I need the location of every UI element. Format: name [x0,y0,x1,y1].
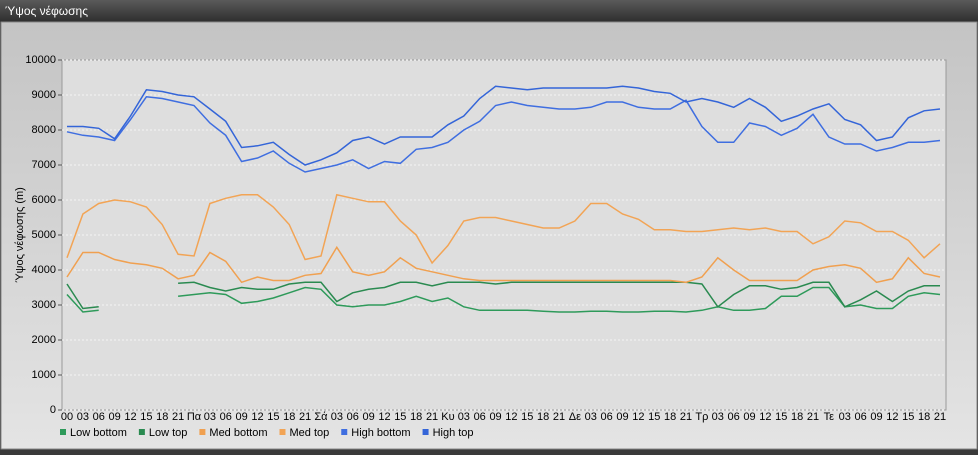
legend-label: Med bottom [209,427,267,439]
y-tick-label: 8000 [32,124,56,136]
x-tick-label: Σά [314,411,328,423]
x-tick-label: 12 [886,411,898,423]
series-line [66,96,941,173]
legend-swatch [279,429,286,435]
series-line [66,281,940,310]
series-line [66,245,941,284]
legend-label: Med top [290,427,330,439]
x-tick-label: 03 [204,411,216,423]
y-tick-label: 9000 [32,89,56,101]
x-tick-label: 21 [934,411,946,423]
legend-swatch [60,429,66,435]
x-tick-label: 12 [251,411,263,423]
x-tick-label: 06 [220,411,232,423]
y-tick-label: 6000 [32,194,56,206]
y-tick-label: 5000 [32,229,56,241]
legend-swatch [422,429,429,435]
legend-swatch [138,429,145,435]
x-tick-label: 21 [172,411,184,423]
legend-label: Low bottom [70,427,127,439]
series-line [67,85,941,166]
x-tick-label: 09 [489,411,501,423]
x-tick-label: 21 [807,411,819,423]
x-tick-label: 18 [283,411,295,423]
x-tick-label: 21 [553,411,565,423]
y-axis-label: Ύψος νέφωσης (m) [14,187,26,283]
x-tick-label: 09 [743,411,755,423]
x-tick-label: Κυ [441,411,454,423]
series-line [66,193,941,265]
series-line [66,286,941,313]
x-tick-label: 09 [108,411,120,423]
x-tick-label: 03 [712,411,724,423]
x-tick-label: 03 [585,411,597,423]
x-tick-label: 15 [775,411,787,423]
x-tick-label: 06 [93,411,105,423]
x-tick-label: 12 [378,411,390,423]
x-tick-label: 09 [235,411,247,423]
x-tick-label: 06 [855,411,867,423]
x-tick-label: 18 [156,411,168,423]
x-tick-label: Τρ [695,411,708,423]
x-tick-label: Τε [824,411,835,423]
legend-swatch [199,429,206,435]
x-tick-label: 18 [537,411,549,423]
x-tick-label: 09 [870,411,882,423]
x-tick-label: 09 [616,411,628,423]
chart-title: Ύψος νέφωσης [5,4,88,18]
x-tick-label: 06 [474,411,486,423]
x-tick-label: 03 [77,411,89,423]
x-tick-label: 15 [267,411,279,423]
legend-label: Low top [149,427,188,439]
x-tick-label: 18 [664,411,676,423]
legend-swatch [341,429,348,435]
title-bar [0,0,978,22]
x-tick-label: Δε [569,411,581,423]
x-tick-label: 03 [839,411,851,423]
x-tick-label: 06 [347,411,359,423]
x-tick-label: 12 [759,411,771,423]
x-tick-label: 21 [299,411,311,423]
x-tick-label: 12 [124,411,136,423]
x-tick-label: 21 [426,411,438,423]
x-tick-label: 15 [648,411,660,423]
x-tick-label: 15 [140,411,152,423]
x-tick-label: 15 [902,411,914,423]
x-tick-label: 09 [362,411,374,423]
x-tick-label: 03 [458,411,470,423]
x-tick-label: 18 [791,411,803,423]
y-tick-label: 1000 [32,369,56,381]
y-tick-label: 4000 [32,264,56,276]
x-tick-label: 03 [331,411,343,423]
x-tick-label: 21 [680,411,692,423]
x-tick-label: 12 [505,411,517,423]
legend-label: High top [433,427,474,439]
x-tick-label: 00 [61,411,73,423]
y-tick-label: 2000 [32,334,56,346]
x-tick-label: 12 [632,411,644,423]
x-tick-label: Πα [187,411,202,423]
y-tick-label: 7000 [32,159,56,171]
x-tick-label: 18 [410,411,422,423]
x-tick-label: 15 [394,411,406,423]
x-tick-label: 06 [728,411,740,423]
x-tick-label: 18 [918,411,930,423]
x-tick-label: 15 [521,411,533,423]
x-tick-label: 06 [601,411,613,423]
y-tick-label: 10000 [25,54,56,66]
y-tick-label: 3000 [32,299,56,311]
y-tick-label: 0 [50,404,56,416]
legend-label: High bottom [351,427,410,439]
